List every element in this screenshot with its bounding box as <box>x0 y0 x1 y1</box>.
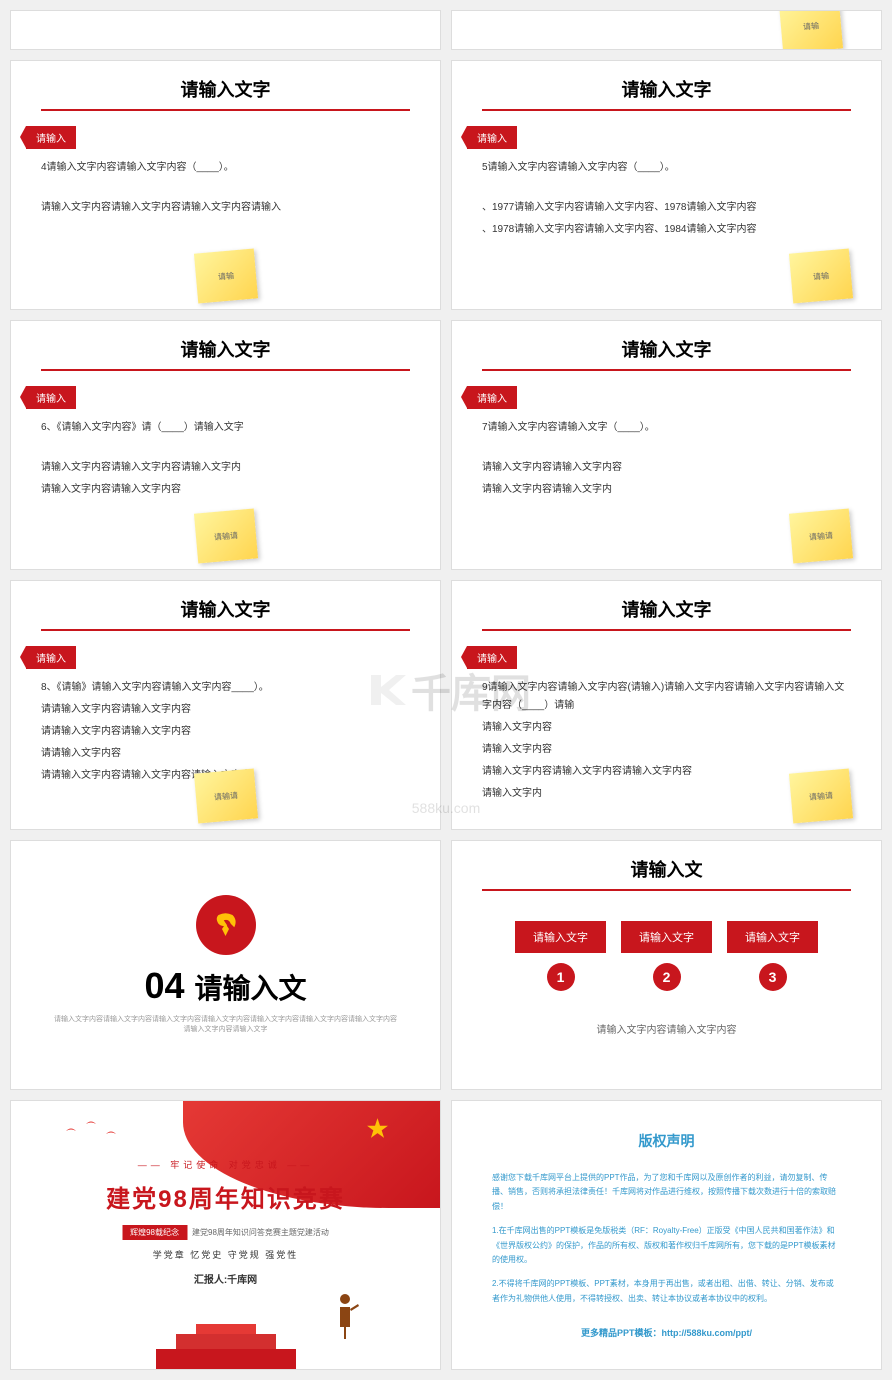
copyright-link[interactable]: 更多精品PPT模板：http://588ku.com/ppt/ <box>492 1326 841 1339</box>
slide-section: 04 请输入文 请输入文字内容请输入文字内容请输入文字内容请输入文字内容请输入文… <box>10 840 441 1090</box>
box-item-2: 请输入文字 2 <box>621 921 712 991</box>
tag: 请输入 <box>26 386 76 409</box>
slide-3: 请输入文字 请输入 6、《请输入文字内容》请（____）请输入文字 请输入文字内… <box>10 320 441 570</box>
content: 6、《请输入文字内容》请（____）请输入文字 请输入文字内容请输入文字内容请输… <box>11 409 440 513</box>
circle-number: 1 <box>547 963 575 991</box>
copyright-text: 2.不得将千库网的PPT模板、PPT素材，本身用于再出售，或者出租、出借、转让、… <box>492 1277 841 1306</box>
divider <box>41 369 410 371</box>
copyright-text: 1.在千库网出售的PPT模板是免版税类（RF：Royalty-Free）正版受《… <box>492 1224 841 1267</box>
section-number: 04 请输入文 <box>144 965 306 1007</box>
box-label: 请输入文字 <box>515 921 606 953</box>
slide-2: 请输入文字 请输入 5请输入文字内容请输入文字内容（____）。 、1977请输… <box>451 60 882 310</box>
slide-title: 请输入文字 <box>181 596 271 622</box>
subtitle: —— 牢记使命 对党忠诚 —— <box>11 1158 440 1171</box>
slide-0-left <box>10 10 441 50</box>
tag: 请输入 <box>467 126 517 149</box>
tag: 请输入 <box>26 126 76 149</box>
sticky-note: 请输请 <box>193 508 257 563</box>
slide-title: 请输入文字 <box>622 76 712 102</box>
sticky-note: 请输请 <box>193 768 257 823</box>
copyright-text: 感谢您下载千库网平台上提供的PPT作品，为了您和千库网以及原创作者的利益，请勿复… <box>492 1171 841 1214</box>
slide-title: 请输入文字 <box>181 76 271 102</box>
divider <box>482 369 851 371</box>
sticky-note: 请输请 <box>789 768 853 823</box>
tag: 请输入 <box>467 386 517 409</box>
box-item-1: 请输入文字 1 <box>515 921 606 991</box>
content: 7请输入文字内容请输入文字（____）。 请输入文字内容请输入文字内容 请输入文… <box>452 409 881 513</box>
tags: 学党章 忆党史 守党规 强党性 <box>11 1248 440 1261</box>
divider <box>41 109 410 111</box>
circle-number: 2 <box>653 963 681 991</box>
star-icon <box>365 1116 390 1141</box>
slide-grid: 请输 请输入文字 请输入 4请输入文字内容请输入文字内容（____）。 请输入文… <box>0 0 892 1380</box>
slide-6: 请输入文字 请输入 9请输入文字内容请输入文字内容(请输入)请输入文字内容请输入… <box>451 580 882 830</box>
sticky-note: 请输 <box>193 248 257 303</box>
soldier-icon <box>330 1289 360 1339</box>
box-label: 请输入文字 <box>621 921 712 953</box>
divider <box>482 629 851 631</box>
box-label: 请输入文字 <box>727 921 818 953</box>
sticky-note: 请输 <box>779 10 843 50</box>
content: 4请输入文字内容请输入文字内容（____）。 请输入文字内容请输入文字内容请输入… <box>11 149 440 231</box>
sticky-note: 请输请 <box>789 508 853 563</box>
slide-title-cover: —— 牢记使命 对党忠诚 —— 建党98周年知识竞赛 辉煌98载纪念建党98周年… <box>10 1100 441 1370</box>
content: 5请输入文字内容请输入文字内容（____）。 、1977请输入文字内容请输入文字… <box>452 149 881 253</box>
slide-4: 请输入文字 请输入 7请输入文字内容请输入文字（____）。 请输入文字内容请输… <box>451 320 882 570</box>
slide-copyright: 版权声明 感谢您下载千库网平台上提供的PPT作品，为了您和千库网以及原创作者的利… <box>451 1100 882 1370</box>
slide-title: 请输入文字 <box>622 596 712 622</box>
party-emblem-icon <box>196 895 256 955</box>
tag: 请输入 <box>26 646 76 669</box>
presenter: 汇报人:千库网 <box>11 1271 440 1286</box>
box-item-3: 请输入文字 3 <box>727 921 818 991</box>
badge: 辉煌98载纪念 <box>122 1225 187 1240</box>
main-title: 建党98周年知识竞赛 <box>11 1179 440 1214</box>
divider <box>482 109 851 111</box>
box-row: 请输入文字 1 请输入文字 2 请输入文字 3 <box>452 891 881 1001</box>
divider <box>41 629 410 631</box>
slide-0-right: 请输 <box>451 10 882 50</box>
slide-5: 请输入文字 请输入 8、《请输》请输入文字内容请输入文字内容____）。 请请输… <box>10 580 441 830</box>
section-desc: 请输入文字内容请输入文字内容请输入文字内容请输入文字内容请输入文字内容请输入文字… <box>54 1015 397 1035</box>
badge-text: 建党98周年知识问答竞赛主题党建活动 <box>192 1228 329 1237</box>
slide-1: 请输入文字 请输入 4请输入文字内容请输入文字内容（____）。 请输入文字内容… <box>10 60 441 310</box>
slide-title: 请输入文字 <box>181 336 271 362</box>
slide-title: 请输入文字 <box>622 336 712 362</box>
circle-number: 3 <box>759 963 787 991</box>
tag: 请输入 <box>467 646 517 669</box>
title-center: —— 牢记使命 对党忠诚 —— 建党98周年知识竞赛 辉煌98载纪念建党98周年… <box>11 1158 440 1286</box>
copyright-title: 版权声明 <box>492 1131 841 1151</box>
slide-8: 请输入文 请输入文字 1 请输入文字 2 请输入文字 3 请输入文字内容请输入文… <box>451 840 882 1090</box>
slide-title: 请输入文 <box>452 841 881 885</box>
box-desc: 请输入文字内容请输入文字内容 <box>452 1001 881 1056</box>
birds-icon <box>61 1116 141 1146</box>
sticky-note: 请输 <box>789 248 853 303</box>
